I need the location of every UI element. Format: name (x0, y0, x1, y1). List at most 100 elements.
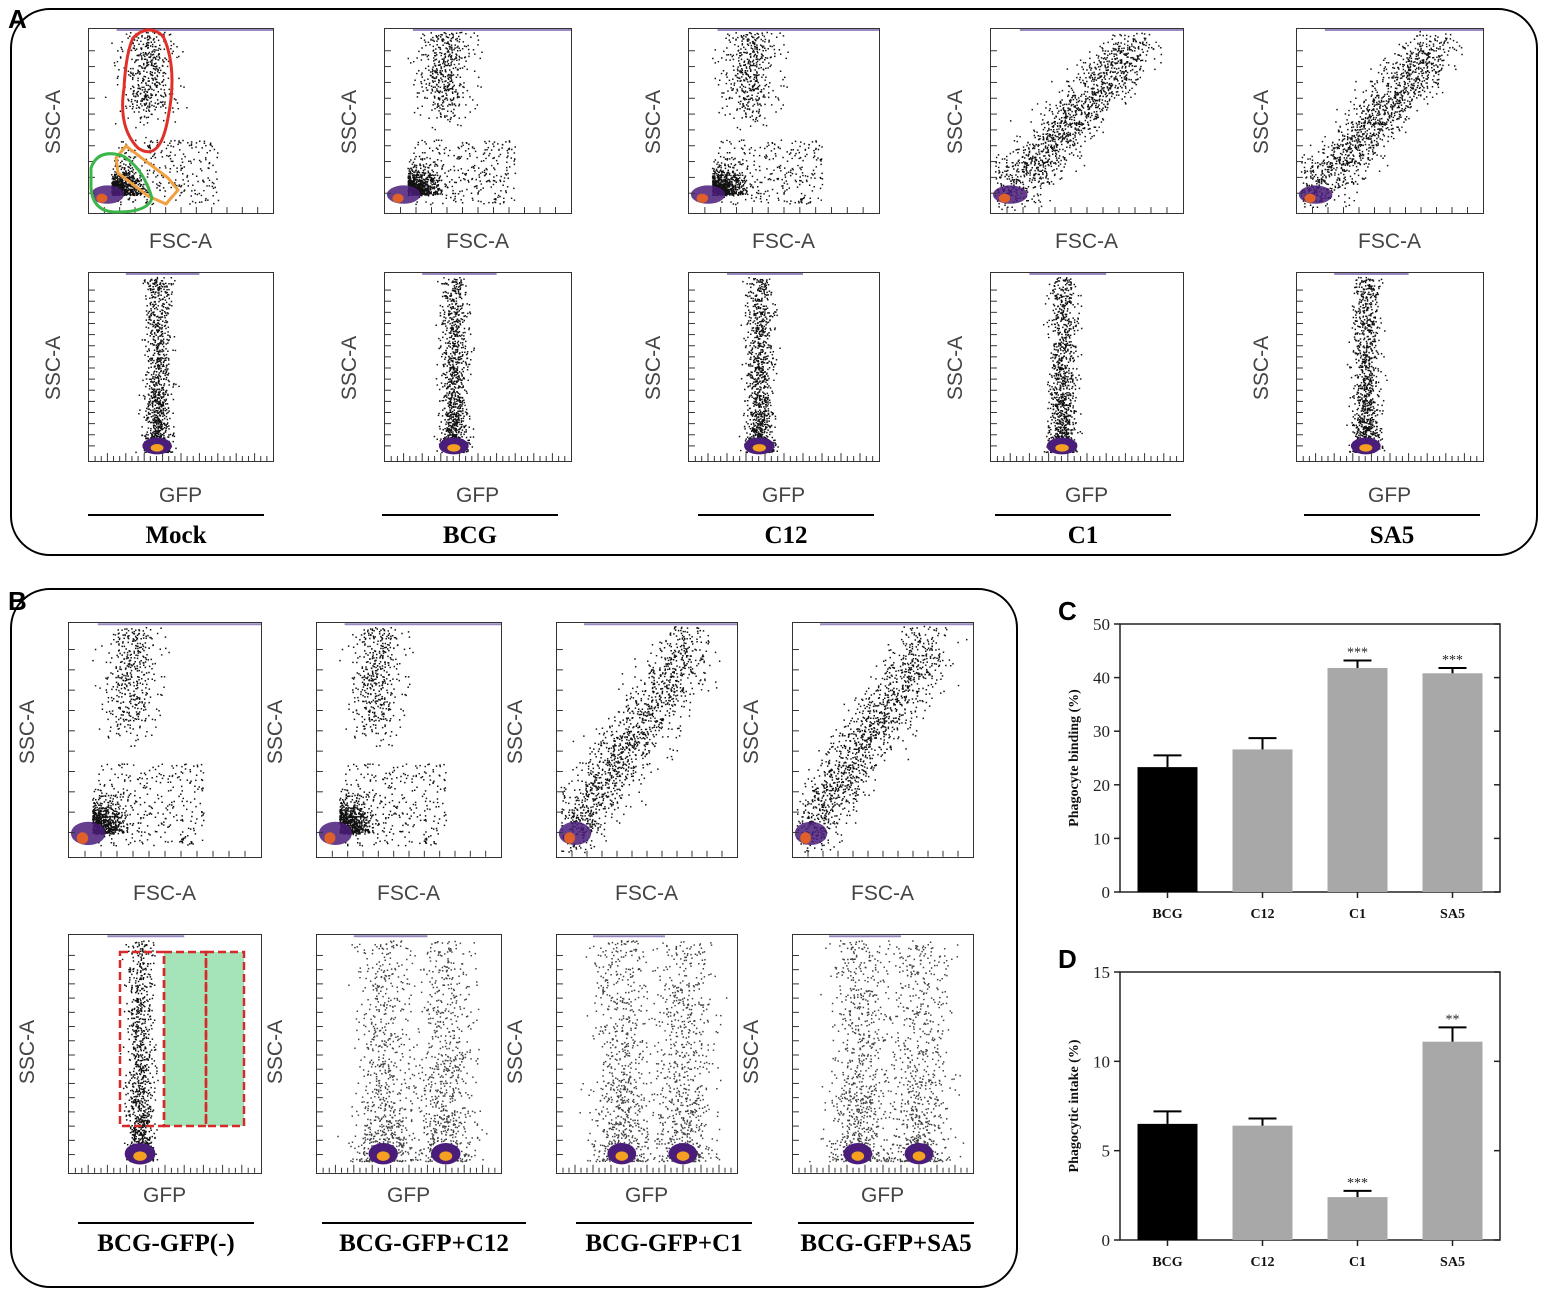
plot-a-fsc-2-svg (689, 29, 879, 213)
panel-letter-c: C (1058, 596, 1077, 626)
plot-a-fsc-4 (1296, 28, 1484, 214)
ylabel-a-gfp-3: SSC-A (944, 335, 968, 401)
gfp-gate-2 (204, 950, 246, 1128)
ylabel-a-gfp-1: SSC-A (338, 335, 362, 401)
ylabel-b-gfp-3: SSC-A (740, 1019, 764, 1085)
gate-green (89, 152, 154, 214)
x-tick-label-C1: C1 (1349, 1255, 1366, 1270)
xlabel-a-gfp-0: GFP (159, 484, 203, 507)
significance-SA5: ** (1446, 1012, 1460, 1027)
ylabel-a-gfp-4: SSC-A (1250, 335, 1274, 401)
phagocyte-binding-chart: 0 10 20 30 40 50 Phagocyte binding (%) BCG C12 C1… (1060, 610, 1540, 930)
group-line-b-3 (798, 1222, 974, 1224)
bar-BCG (1137, 1123, 1198, 1240)
plot-a-gfp-3 (990, 272, 1184, 462)
plot-a-gfp-0-svg (89, 273, 268, 461)
plot-b-gfp-1 (316, 934, 502, 1174)
ylabel-a-fsc-1: SSC-A (338, 89, 362, 155)
bar-C1 (1327, 667, 1388, 892)
xlabel-b-gfp-1: GFP (387, 1184, 431, 1207)
bar-SA5 (1422, 673, 1483, 892)
ylabel-b-fsc-3: SSC-A (740, 699, 764, 765)
plot-a-gfp-2-svg (689, 273, 874, 461)
plot-a-gfp-2 (688, 272, 880, 462)
ylabel-b-gfp-1: SSC-A (264, 1019, 288, 1085)
plot-b-gfp-3 (792, 934, 974, 1174)
bar-SA5 (1422, 1041, 1483, 1240)
y-tick-label: 5 (1102, 1142, 1111, 1161)
gfp-positive-fill (164, 952, 244, 1126)
xlabel-b-gfp-3: GFP (861, 1184, 905, 1207)
xlabel-a-gfp-1: GFP (456, 484, 500, 507)
ylabel-a-fsc-3: SSC-A (944, 89, 968, 155)
y-axis-label: Phagocytic intake (%) (1067, 1039, 1082, 1172)
plot-b-fsc-2-svg (557, 623, 737, 857)
mock-gates (88, 28, 274, 214)
ylabel-b-gfp-0: SSC-A (16, 1019, 40, 1085)
bar-C12 (1232, 1125, 1293, 1240)
xlabel-b-fsc-3: FSC-A (851, 882, 914, 905)
group-label-a-1: BCG (442, 522, 498, 549)
plot-b-fsc-0-svg (69, 623, 261, 857)
plot-b-gfp-3-svg (793, 935, 968, 1173)
group-label-b-1: BCG-GFP+C12 (339, 1230, 509, 1257)
plot-a-fsc-3 (990, 28, 1184, 214)
group-line-a-1 (382, 514, 558, 516)
xlabel-b-fsc-1: FSC-A (377, 882, 440, 905)
plot-a-fsc-0-svg (89, 29, 273, 213)
plot-b-fsc-3-svg (793, 623, 973, 857)
xlabel-a-fsc-1: FSC-A (446, 230, 509, 253)
y-tick-label: 0 (1102, 883, 1111, 902)
x-tick-label-BCG: BCG (1152, 1255, 1182, 1270)
bar-C1 (1327, 1197, 1388, 1240)
bar-BCG (1137, 767, 1198, 892)
xlabel-a-gfp-3: GFP (1065, 484, 1109, 507)
group-line-b-2 (576, 1222, 752, 1224)
y-tick-label: 15 (1093, 963, 1110, 982)
bar-C12 (1232, 749, 1293, 892)
mock-gates-svg (89, 28, 180, 214)
ylabel-a-fsc-2: SSC-A (642, 89, 666, 155)
xlabel-b-gfp-2: GFP (625, 1184, 669, 1207)
plot-b-gfp-1-svg (317, 935, 496, 1173)
significance-C1: *** (1347, 1176, 1368, 1191)
x-tick-label-SA5: SA5 (1440, 907, 1465, 922)
plot-b-gfp-0-svg (69, 935, 256, 1173)
y-tick-label: 50 (1093, 615, 1110, 634)
y-tick-label: 10 (1093, 1052, 1110, 1071)
group-line-a-3 (995, 514, 1171, 516)
chart-frame (1119, 623, 1501, 893)
phagocytic-intake-chart: 0 5 10 15 Phagocytic intake (%) BCG C12 C1 *** SA… (1060, 958, 1540, 1278)
gate-orange (114, 143, 180, 206)
xlabel-a-fsc-4: FSC-A (1358, 230, 1421, 253)
plot-b-fsc-2 (556, 622, 738, 858)
xlabel-b-gfp-0: GFP (143, 1184, 187, 1207)
plot-a-fsc-1-svg (385, 29, 571, 213)
significance-C1: *** (1347, 645, 1368, 660)
group-label-a-0: Mock (145, 522, 207, 549)
x-tick-label-C12: C12 (1250, 907, 1274, 922)
group-line-a-0 (88, 514, 264, 516)
phagocyte-binding-svg: 0 10 20 30 40 50 Phagocyte binding (%) BCG C12 C1… (1067, 615, 1501, 922)
plot-a-fsc-3-svg (991, 29, 1183, 213)
x-tick-label-BCG: BCG (1152, 907, 1182, 922)
plot-b-fsc-1 (316, 622, 502, 858)
plot-b-fsc-0 (68, 622, 262, 858)
xlabel-a-fsc-3: FSC-A (1055, 230, 1118, 253)
ylabel-a-gfp-2: SSC-A (642, 335, 666, 401)
xlabel-b-fsc-0: FSC-A (133, 882, 196, 905)
ylabel-a-fsc-4: SSC-A (1250, 89, 1274, 155)
plot-a-gfp-1-svg (385, 273, 566, 461)
xlabel-a-fsc-0: FSC-A (149, 230, 212, 253)
ylabel-b-fsc-0: SSC-A (16, 699, 40, 765)
gfp-gates-svg (118, 950, 246, 1128)
plot-a-fsc-2 (688, 28, 880, 214)
x-tick-label-C12: C12 (1250, 1255, 1274, 1270)
y-tick-label: 10 (1093, 829, 1110, 848)
plot-a-gfp-1 (384, 272, 572, 462)
chart-frame (1119, 971, 1501, 1241)
plot-a-gfp-3-svg (991, 273, 1178, 461)
gfp-gate-0 (118, 950, 166, 1128)
y-tick-label: 40 (1093, 669, 1110, 688)
group-label-b-2: BCG-GFP+C1 (585, 1230, 743, 1257)
